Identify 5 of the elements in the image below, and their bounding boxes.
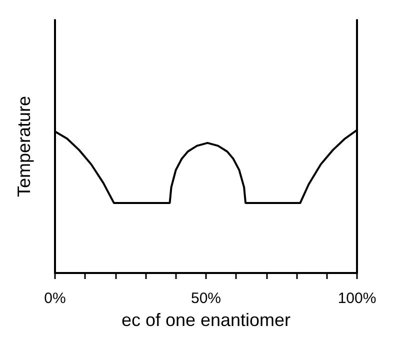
x-tick-label: 50% [190, 290, 222, 307]
y-axis-title: Temperature [14, 96, 34, 198]
x-axis-title: ec of one enantiomer [121, 310, 291, 330]
x-tick-label: 100% [338, 290, 376, 307]
x-tick-label: 0% [44, 290, 66, 307]
